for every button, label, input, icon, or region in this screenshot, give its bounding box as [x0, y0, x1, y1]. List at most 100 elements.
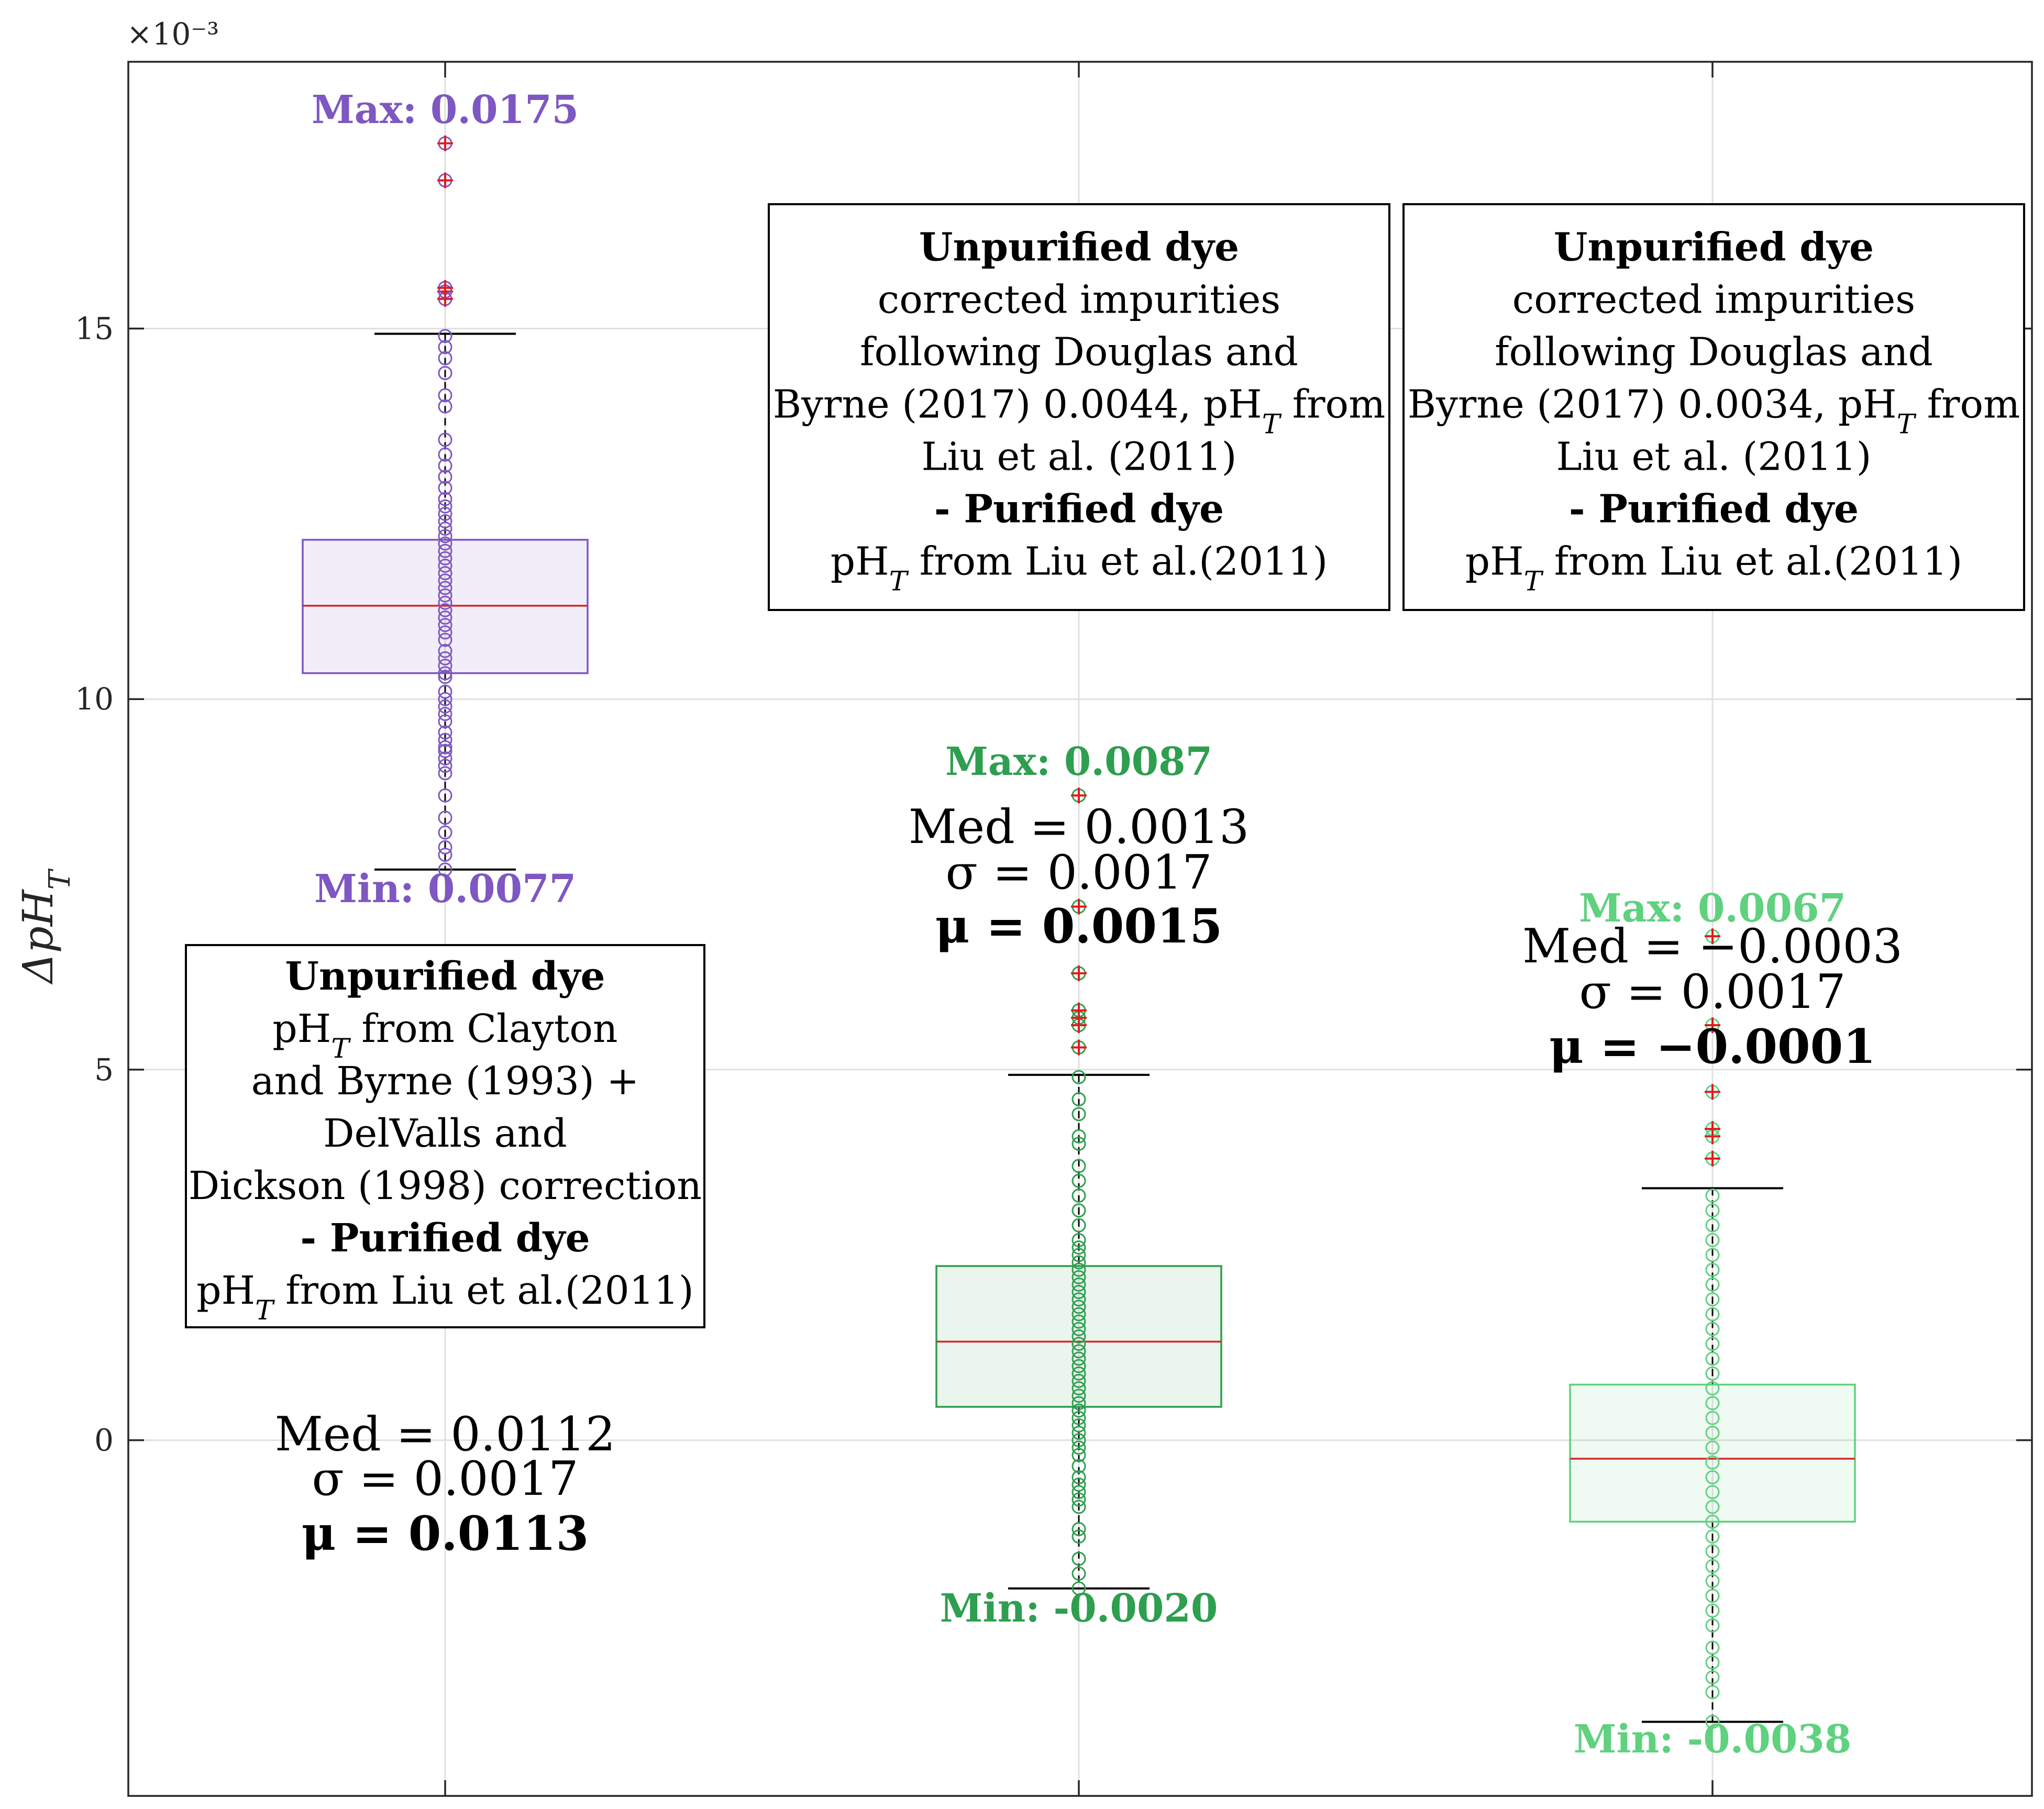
data-point	[438, 733, 452, 747]
data-point	[1705, 1218, 1720, 1233]
annotation-line: Unpurified dye	[919, 225, 1239, 270]
data-point	[1071, 1337, 1086, 1351]
data-point	[1071, 1581, 1086, 1596]
data-point	[438, 651, 452, 665]
data-point	[438, 551, 452, 565]
data-point	[1071, 1500, 1086, 1514]
data-point	[438, 632, 452, 647]
annotation-line: following Douglas and	[860, 330, 1298, 375]
min-label: Min: -0.0038	[1574, 1717, 1852, 1762]
data-point	[1071, 1136, 1086, 1151]
data-point	[1705, 1514, 1720, 1529]
data-point	[438, 840, 452, 854]
data-point	[438, 581, 452, 595]
annotation-frame	[768, 203, 1390, 611]
data-point	[1705, 1655, 1720, 1670]
data-point	[1705, 1233, 1720, 1247]
data-point	[1071, 1411, 1086, 1425]
annotation-line: and Byrne (1993) +	[251, 1059, 639, 1104]
data-point	[1071, 1459, 1086, 1473]
max-label: Max: 0.0067	[1579, 886, 1846, 931]
annotation-line: - Purified dye	[1569, 487, 1859, 532]
annotation-box: Unpurified dye corrected impurities follow…	[768, 203, 1390, 611]
min-label: Min: -0.0020	[940, 1586, 1218, 1631]
data-point	[438, 643, 452, 658]
data-point	[438, 543, 452, 558]
data-point	[438, 684, 452, 699]
data-point	[438, 847, 452, 862]
y-tick-label: 10	[75, 681, 114, 717]
data-point	[1071, 1470, 1086, 1484]
data-point	[1071, 1344, 1086, 1359]
mean-label: μ = −0.0001	[1549, 1019, 1876, 1074]
data-point	[1071, 1329, 1086, 1344]
data-point	[1071, 1485, 1086, 1500]
data-point	[438, 432, 452, 447]
data-point	[1071, 1381, 1086, 1396]
data-point	[1071, 1070, 1086, 1084]
data-point	[438, 588, 452, 603]
data-point	[438, 707, 452, 722]
data-point	[1071, 1262, 1086, 1277]
data-point	[438, 329, 452, 343]
annotation-line: DelValls and	[323, 1111, 567, 1156]
data-point	[1071, 1522, 1086, 1536]
data-point	[438, 666, 452, 681]
plot-frame	[127, 61, 2033, 1797]
data-point	[1071, 1433, 1086, 1448]
data-point	[1071, 1418, 1086, 1433]
box-plots	[302, 135, 1856, 1729]
data-point	[438, 725, 452, 740]
data-point	[1705, 1485, 1720, 1500]
outlier-marker	[1705, 928, 1720, 945]
sigma-label: σ = 0.0017	[312, 1451, 579, 1506]
data-point	[438, 751, 452, 765]
data-point	[438, 714, 452, 729]
outlier-marker	[1071, 787, 1087, 804]
data-point	[1071, 1373, 1086, 1388]
data-point	[1071, 1092, 1086, 1107]
outlier-marker	[1071, 1002, 1087, 1018]
y-tick-label: 5	[94, 1052, 114, 1087]
annotation-line: corrected impurities	[1512, 278, 1915, 323]
data-point	[1071, 1492, 1086, 1507]
min-label: Min: 0.0077	[314, 867, 576, 912]
data-point	[1705, 1396, 1720, 1411]
data-point	[1071, 1270, 1086, 1284]
data-point	[1071, 1389, 1086, 1403]
data-point	[438, 521, 452, 536]
data-point	[438, 825, 452, 840]
data-point	[438, 506, 452, 521]
data-point	[1071, 1203, 1086, 1218]
data-point	[1071, 1255, 1086, 1270]
data-point	[1071, 1173, 1086, 1188]
data-point	[1705, 1640, 1720, 1655]
data-point	[1705, 1351, 1720, 1366]
data-point	[1071, 1359, 1086, 1373]
annotation-line: Liu et al. (2011)	[922, 435, 1237, 480]
data-point	[1071, 1233, 1086, 1247]
data-point	[1071, 1107, 1086, 1122]
annotation-frame	[185, 944, 705, 1328]
annotation-line: following Douglas and	[1495, 330, 1933, 375]
data-point	[438, 558, 452, 573]
data-point	[438, 811, 452, 825]
data-point	[438, 611, 452, 625]
data-point	[1705, 1544, 1720, 1559]
data-point	[1705, 1589, 1720, 1603]
data-point	[1071, 1478, 1086, 1492]
data-point	[1705, 1559, 1720, 1573]
data-point	[438, 788, 452, 803]
data-point	[1071, 1189, 1086, 1203]
data-point	[1071, 1300, 1086, 1314]
data-point	[438, 766, 452, 781]
data-point	[1705, 1670, 1720, 1685]
iqr-box	[935, 1265, 1222, 1408]
data-point	[1071, 1292, 1086, 1307]
data-point	[438, 740, 452, 754]
annotation-frame	[1402, 203, 2025, 611]
